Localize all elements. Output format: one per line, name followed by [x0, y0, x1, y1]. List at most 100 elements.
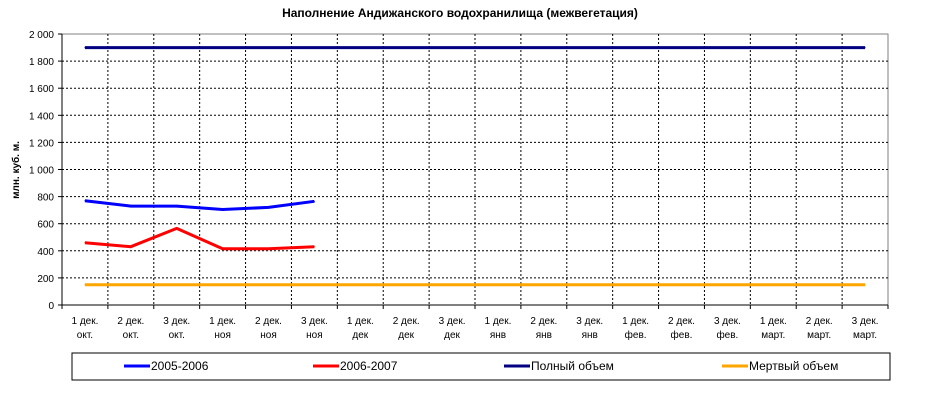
- x-tick-label: 2 дек. янв: [530, 316, 557, 341]
- data-point: [313, 246, 315, 248]
- data-point: [84, 284, 86, 286]
- chart-title: Наполнение Андижанского водохранилища (м…: [282, 6, 638, 20]
- series-line: [84, 226, 315, 251]
- data-point: [864, 284, 866, 286]
- y-tick-label: 1 800: [29, 57, 54, 68]
- data-point: [681, 284, 682, 286]
- y-tick-label: 0: [48, 301, 54, 312]
- y-tick-label: 1 200: [29, 138, 54, 149]
- data-point: [497, 47, 499, 49]
- data-point: [130, 47, 132, 49]
- x-tick-label: 1 дек. ноя: [209, 316, 236, 341]
- legend-item: Мертвый объем: [722, 359, 838, 373]
- data-point: [772, 284, 774, 286]
- series-4: [84, 283, 866, 287]
- data-point: [176, 227, 178, 229]
- data-point: [268, 284, 269, 286]
- data-point: [635, 47, 637, 49]
- data-point: [176, 205, 178, 207]
- y-tick-label: 2 000: [29, 30, 54, 41]
- data-point: [726, 284, 728, 286]
- legend-items: 2005-2006 2006-2007 Полный объем Мертвый об…: [124, 359, 838, 373]
- series-2: [84, 226, 315, 251]
- x-tick-label: 3 дек. март.: [852, 316, 879, 341]
- data-point: [589, 284, 591, 286]
- data-point: [635, 284, 637, 286]
- data-point: [268, 47, 269, 49]
- x-tick-label: 3 дек. фев.: [714, 316, 741, 341]
- y-tick-label: 1 400: [29, 111, 54, 122]
- legend-item: 2005-2006: [124, 359, 209, 373]
- x-tick-label: 3 дек. янв: [576, 316, 603, 341]
- legend: [71, 352, 891, 381]
- series-3: [84, 46, 866, 50]
- series-1: [84, 199, 315, 211]
- data-point: [313, 47, 315, 49]
- x-tick-label: 2 дек. окт.: [117, 316, 144, 341]
- x-tick-label: 1 дек. март.: [760, 316, 787, 341]
- x-tick-label: 2 дек. дек: [393, 316, 420, 341]
- legend-item: 2006-2007: [313, 359, 398, 373]
- data-point: [268, 248, 269, 250]
- y-axis: 0 200 400 600 800 1 000 1 200 1 400 1 600 1 800 2 …: [29, 30, 63, 312]
- data-point: [130, 205, 132, 207]
- data-point: [772, 47, 774, 49]
- legend-label: Полный объем: [531, 359, 614, 373]
- data-point: [451, 47, 453, 49]
- y-tick-label: 600: [37, 220, 54, 231]
- x-tick-label: 1 дек. окт.: [71, 316, 98, 341]
- data-point: [84, 47, 86, 49]
- y-tick-label: 400: [37, 247, 54, 258]
- data-point: [176, 47, 178, 49]
- series-layer: [84, 46, 866, 287]
- x-axis: 1 дек. окт. 2 дек. окт. 3 дек. окт. 1 дек. ноя 2…: [61, 304, 889, 341]
- data-point: [313, 284, 315, 286]
- x-tick-label: 3 дек. ноя: [301, 316, 328, 341]
- data-point: [222, 208, 224, 210]
- x-tick-label: 3 дек. дек: [439, 316, 466, 341]
- data-point: [176, 284, 178, 286]
- legend-label: Мертвый объем: [749, 359, 838, 373]
- data-point: [222, 284, 224, 286]
- data-point: [543, 284, 545, 286]
- legend-item: Полный объем: [504, 359, 614, 373]
- x-tick-label: 2 дек. март.: [806, 316, 833, 341]
- data-point: [726, 47, 728, 49]
- data-point: [313, 200, 315, 202]
- data-point: [681, 47, 682, 49]
- x-tick-label: 1 дек. фев.: [622, 316, 649, 341]
- data-point: [359, 284, 361, 286]
- data-point: [451, 284, 453, 286]
- data-point: [864, 47, 866, 49]
- y-tick-label: 200: [37, 274, 54, 285]
- data-point: [818, 47, 820, 49]
- x-tick-label: 2 дек. ноя: [255, 316, 282, 341]
- data-point: [497, 284, 499, 286]
- data-point: [359, 47, 361, 49]
- x-tick-label: 2 дек. фев.: [668, 316, 695, 341]
- data-point: [130, 284, 132, 286]
- data-point: [130, 246, 132, 248]
- legend-label: 2005-2006: [151, 359, 209, 373]
- legend-label: 2006-2007: [340, 359, 398, 373]
- y-tick-label: 1 000: [29, 166, 54, 177]
- y-tick-label: 800: [37, 193, 54, 204]
- data-point: [222, 47, 224, 49]
- y-tick-label: 1 600: [29, 84, 54, 95]
- data-point: [818, 284, 820, 286]
- data-point: [84, 200, 86, 202]
- series-line: [84, 199, 315, 211]
- data-point: [84, 242, 86, 244]
- data-point: [268, 206, 269, 208]
- data-point: [222, 248, 224, 250]
- data-point: [405, 47, 407, 49]
- x-tick-label: 3 дек. окт.: [163, 316, 190, 341]
- data-point: [589, 47, 591, 49]
- data-point: [543, 47, 545, 49]
- data-point: [405, 284, 407, 286]
- grid-layer: [62, 34, 888, 305]
- x-tick-label: 1 дек. янв: [484, 316, 511, 341]
- y-axis-label: млн. куб. м.: [10, 141, 22, 199]
- x-tick-label: 1 дек. дек: [347, 316, 374, 341]
